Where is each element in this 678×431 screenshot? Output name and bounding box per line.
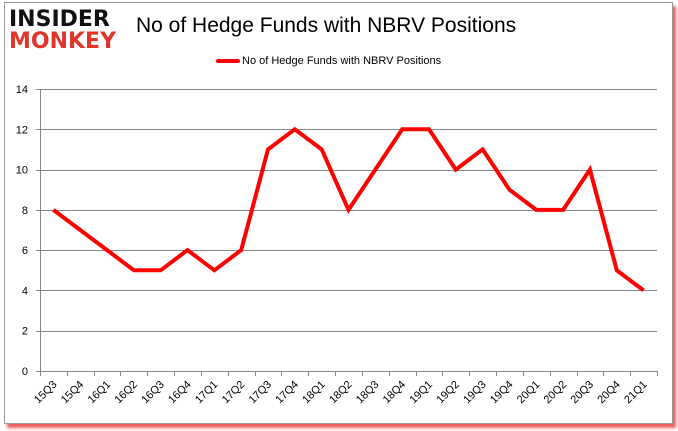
x-tick-label: 19Q1 xyxy=(408,379,436,407)
x-tick-label: 15Q3 xyxy=(32,379,60,407)
series-line xyxy=(52,126,645,292)
y-tick-label: 2 xyxy=(22,326,28,338)
x-tick-label: 18Q3 xyxy=(354,379,382,407)
x-tick-label: 19Q2 xyxy=(434,379,462,407)
x-tick-label: 16Q4 xyxy=(166,379,194,407)
x-tick-label: 17Q1 xyxy=(193,379,221,407)
x-axis-labels: 15Q3 15Q4 16Q1 16Q2 16Q3 16Q4 17Q1 17Q2 17Q3 17Q4… xyxy=(32,379,650,407)
chart-legend: No of Hedge Funds with NBRV Positions xyxy=(216,55,441,67)
logo-line-2: MONKEY xyxy=(9,29,117,54)
x-tick-label: 18Q1 xyxy=(300,379,328,407)
x-tick-label: 20Q2 xyxy=(542,379,570,407)
x-tick-label: 18Q4 xyxy=(381,379,409,407)
x-tick-label: 17Q2 xyxy=(220,379,248,407)
y-tick-label: 6 xyxy=(22,245,28,257)
y-tick-label: 12 xyxy=(16,124,28,136)
x-tick-label: 19Q3 xyxy=(461,379,489,407)
y-tick-label: 14 xyxy=(16,84,28,96)
y-tick-label: 10 xyxy=(16,165,28,177)
x-tick-label: 15Q4 xyxy=(59,379,87,407)
axes xyxy=(36,89,658,376)
x-tick-label: 21Q1 xyxy=(622,379,650,407)
legend-line-icon xyxy=(216,59,240,63)
x-tick-label: 16Q1 xyxy=(86,379,114,407)
insider-monkey-logo: INSIDER MONKEY xyxy=(9,9,127,53)
x-tick-label: 18Q2 xyxy=(327,379,355,407)
x-tick-label: 16Q3 xyxy=(139,379,167,407)
chart-title: No of Hedge Funds with NBRV Positions xyxy=(136,14,517,37)
x-tick-label: 17Q3 xyxy=(247,379,275,407)
logo-line-1: INSIDER xyxy=(9,7,110,32)
legend-label: No of Hedge Funds with NBRV Positions xyxy=(242,55,442,67)
x-tick-label: 17Q4 xyxy=(273,379,301,407)
y-tick-label: 0 xyxy=(22,366,28,378)
y-axis-labels: 0 2 4 6 8 10 12 14 xyxy=(16,84,28,378)
x-tick-label: 19Q4 xyxy=(488,379,516,407)
x-tick-label: 20Q1 xyxy=(515,379,543,407)
x-tick-label: 16Q2 xyxy=(112,379,140,407)
y-tick-label: 8 xyxy=(22,205,28,217)
y-tick-label: 4 xyxy=(22,285,28,297)
x-tick-label: 20Q3 xyxy=(569,379,597,407)
chart-frame xyxy=(4,2,673,424)
x-tick-label: 20Q4 xyxy=(595,379,623,407)
